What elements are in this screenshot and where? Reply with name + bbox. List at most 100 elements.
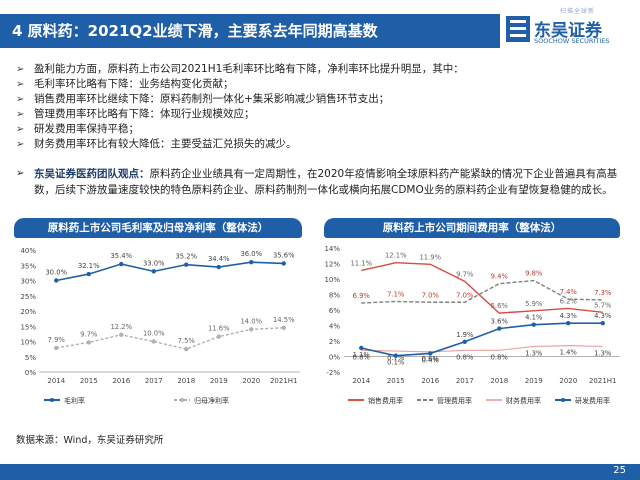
data-label: 1.3% — [525, 349, 543, 357]
data-label: 5.7% — [594, 301, 612, 309]
data-label: 0.8% — [456, 353, 474, 361]
bullet-item: ➢ 盈利能力方面，原料药上市公司2021H1毛利率环比略有下降，净利率环比提升明显… — [16, 62, 626, 77]
title-bar: 4 原料药：2021Q2业绩下滑，主要系去年同期高基数 — [0, 14, 500, 48]
data-label: 7.4% — [560, 288, 578, 296]
y-tick-label: 40% — [20, 247, 36, 255]
data-label: 7.1% — [387, 290, 405, 298]
bullet-list: ➢ 盈利能力方面，原料药上市公司2021H1毛利率环比略有下降，净利率环比提升明显… — [16, 62, 626, 152]
data-label: 12.1% — [385, 252, 407, 260]
y-tick-label: 6% — [329, 307, 340, 315]
data-point — [249, 260, 254, 265]
data-label: 7.0% — [456, 291, 474, 299]
data-label: 9.8% — [525, 270, 543, 278]
data-label: 6.9% — [353, 292, 371, 300]
legend-marker — [561, 398, 565, 402]
data-label: 0.6% — [422, 355, 440, 363]
x-tick-label: 2018 — [177, 377, 195, 385]
series-line — [361, 279, 603, 304]
view-label: 东吴证券医药团队观点： — [34, 168, 150, 180]
data-label: 11.6% — [208, 325, 230, 333]
x-tick-label: 2020 — [242, 377, 260, 385]
data-point — [566, 320, 571, 326]
y-tick-label: 4% — [329, 323, 340, 331]
data-point — [119, 332, 124, 337]
series-line — [56, 327, 284, 350]
data-label: 33.0% — [143, 259, 165, 267]
bullet-item: ➢ 管理费用率环比略有下降：体现行业规模效应； — [16, 107, 626, 122]
data-label: 9.7% — [80, 330, 98, 338]
data-point — [428, 351, 433, 356]
data-point — [249, 327, 254, 332]
data-label: 4.3% — [594, 312, 612, 320]
x-tick-label: 2019 — [525, 377, 543, 385]
data-label: 1.1% — [353, 351, 371, 359]
data-point — [531, 322, 536, 327]
bullet-text: 毛利率环比略有下降：业务结构变化贡献； — [34, 78, 234, 90]
margin-chart: 0% 5% 10% 15% 20% 25% 30% 35% 40% 2014 2015 2016 201… — [20, 247, 300, 405]
data-label: 0.4% — [422, 356, 440, 364]
y-tick-label: 8% — [329, 292, 340, 300]
legend-label: 毛利率 — [64, 396, 85, 405]
data-point — [184, 346, 189, 352]
data-point — [119, 261, 124, 267]
logo-mark-icon — [506, 16, 530, 42]
bullet-text: 管理费用率环比略有下降：体现行业规模效应； — [34, 108, 255, 120]
data-point — [216, 334, 221, 339]
data-label: 7.3% — [594, 289, 612, 297]
data-point — [86, 340, 91, 345]
y-tick-label: 15% — [20, 323, 36, 331]
bullet-text: 销售费用率环比继续下降：原料药制剂一体化+集采影响减少销售环节支出； — [34, 93, 390, 105]
arrow-bullet-icon: ➢ — [16, 94, 25, 105]
data-point — [184, 262, 189, 267]
x-tick-label: 2018 — [490, 377, 508, 385]
y-tick-label: 0% — [329, 354, 340, 362]
data-label: 3.6% — [491, 318, 509, 326]
arrow-bullet-icon: ➢ — [16, 109, 25, 120]
series-line — [361, 262, 603, 314]
x-tick-label: 2014 — [47, 377, 65, 385]
data-label: 7.5% — [178, 337, 196, 345]
data-label: 4.3% — [560, 312, 578, 320]
page-number: 25 — [613, 465, 626, 476]
data-label: 30.0% — [45, 269, 67, 277]
arrow-bullet-icon: ➢ — [16, 139, 25, 150]
arrow-bullet-icon: ➢ — [16, 79, 25, 90]
data-point — [54, 278, 59, 283]
data-label: 10.0% — [143, 330, 165, 338]
logo-name-cn: 东吴证券 — [534, 21, 602, 41]
y-tick-label: 12% — [324, 261, 340, 269]
bullet-text: 财务费用率环比有较大降低：主要受益汇兑损失的减少。 — [34, 138, 297, 150]
data-point — [281, 325, 286, 330]
source-note: 数据来源：Wind，东吴证券研究所 — [16, 435, 164, 446]
y-tick-label: 25% — [20, 293, 36, 301]
data-label: 9.7% — [456, 270, 474, 278]
data-label: 14.5% — [273, 316, 295, 324]
team-view: ➢ 东吴证券医药团队观点：原料药企业业绩具有一定周期性，在2020年疫情影响全球… — [16, 166, 628, 198]
data-point — [359, 345, 364, 351]
data-point — [216, 264, 221, 270]
data-point — [600, 320, 605, 326]
logo-name-en: SOOCHOW SECURITIES — [534, 37, 610, 45]
page-title: 4 原料药：2021Q2业绩下滑，主要系去年同期高基数 — [12, 22, 378, 40]
chart2-title: 原料药上市公司期间费用率（整体法） — [324, 218, 620, 238]
logo-top-text: 扫描全球新 — [560, 8, 596, 15]
x-tick-label: 2019 — [210, 377, 228, 385]
data-label: 32.1% — [78, 262, 100, 270]
y-tick-label: 10% — [20, 339, 36, 347]
data-label: 11.9% — [419, 253, 441, 261]
x-tick-label: 2017 — [456, 377, 474, 385]
y-tick-label: 5% — [25, 354, 36, 362]
chart1-title: 原料药上市公司毛利率及归母净利率（整体法） — [14, 218, 302, 238]
data-label: 9.4% — [491, 273, 509, 281]
bullet-item: ➢ 财务费用率环比有较大降低：主要受益汇兑损失的减少。 — [16, 137, 626, 152]
data-label: 5.6% — [491, 302, 509, 310]
x-tick-label: 2015 — [80, 377, 98, 385]
data-label: 1.3% — [594, 349, 612, 357]
x-tick-label: 2014 — [352, 377, 370, 385]
data-label: 7.0% — [422, 291, 440, 299]
series-line — [361, 322, 603, 357]
legend-marker — [180, 398, 184, 402]
legend-label: 归母净利率 — [194, 396, 229, 405]
data-point — [497, 326, 502, 331]
footer-bar: 25 — [0, 464, 640, 480]
